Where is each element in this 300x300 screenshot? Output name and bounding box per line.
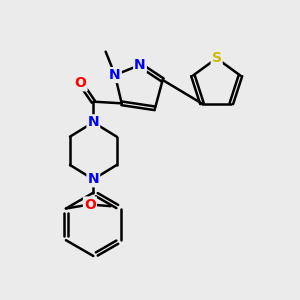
- Text: O: O: [75, 76, 87, 90]
- Text: N: N: [134, 58, 146, 72]
- Text: N: N: [88, 115, 99, 129]
- Text: S: S: [212, 51, 222, 65]
- Text: O: O: [84, 197, 96, 212]
- Text: N: N: [88, 172, 99, 186]
- Text: N: N: [109, 68, 121, 82]
